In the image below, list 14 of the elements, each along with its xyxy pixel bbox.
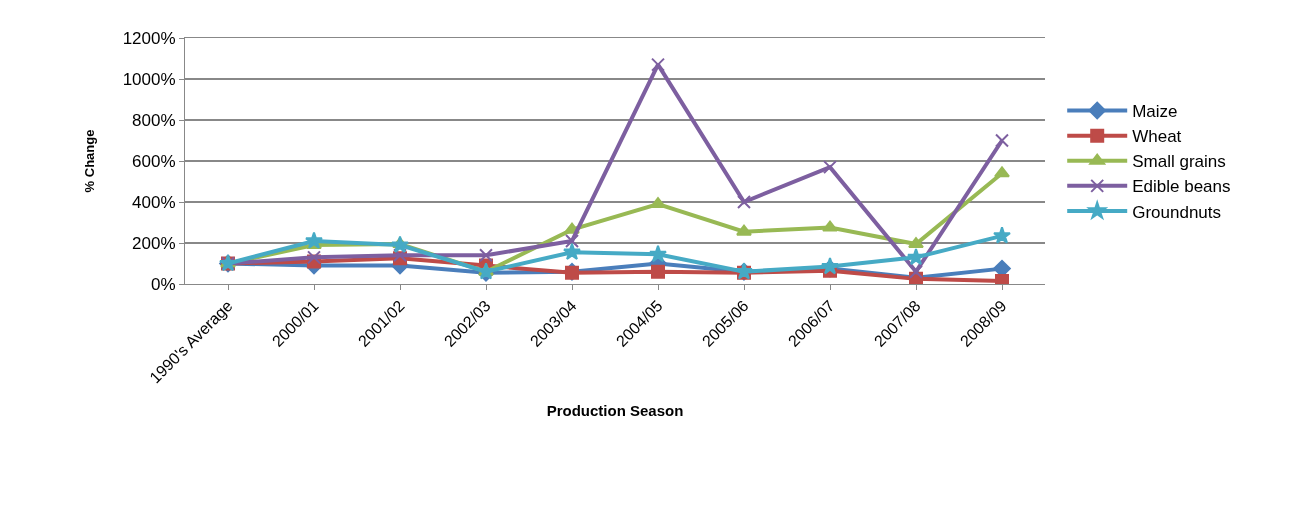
legend-label: Groundnuts (1132, 202, 1222, 222)
y-tick-label: 1000% (122, 69, 176, 89)
legend-label: Wheat (1132, 127, 1182, 147)
x-axis-title: Production Season (546, 402, 684, 420)
y-tick-label: 0% (151, 274, 176, 294)
legend-label: Small grains (1132, 152, 1226, 172)
y-axis-title: % Change (81, 129, 97, 193)
y-tick-label: 600% (132, 151, 176, 171)
legend-label: Edible beans (1132, 177, 1231, 197)
y-tick-label: 200% (132, 233, 176, 253)
y-tick-label: 800% (132, 110, 176, 130)
y-tick-label: 1200% (122, 28, 176, 48)
legend-label: Maize (1132, 102, 1178, 122)
y-tick-label: 400% (132, 192, 176, 212)
